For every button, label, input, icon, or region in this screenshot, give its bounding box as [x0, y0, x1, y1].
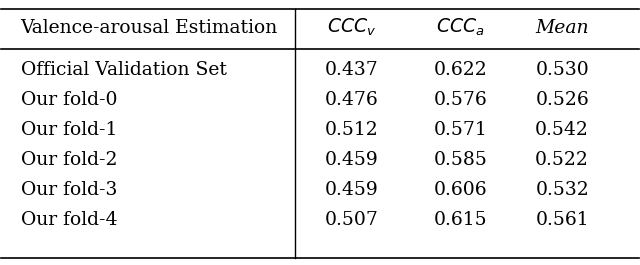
Text: Valence-arousal Estimation: Valence-arousal Estimation: [20, 19, 278, 37]
Text: 0.571: 0.571: [433, 121, 487, 139]
Text: 0.507: 0.507: [325, 211, 379, 229]
Text: 0.561: 0.561: [535, 211, 589, 229]
Text: Our fold-4: Our fold-4: [20, 211, 117, 229]
Text: 0.532: 0.532: [535, 181, 589, 199]
Text: 0.476: 0.476: [325, 91, 379, 109]
Text: $CCC_a$: $CCC_a$: [436, 17, 484, 38]
Text: Our fold-0: Our fold-0: [20, 91, 117, 109]
Text: Official Validation Set: Official Validation Set: [20, 61, 227, 78]
Text: 0.585: 0.585: [433, 151, 487, 169]
Text: 0.530: 0.530: [535, 61, 589, 78]
Text: Our fold-1: Our fold-1: [20, 121, 117, 139]
Text: Mean: Mean: [535, 19, 589, 37]
Text: 0.512: 0.512: [325, 121, 379, 139]
Text: 0.437: 0.437: [325, 61, 379, 78]
Text: 0.576: 0.576: [433, 91, 487, 109]
Text: 0.622: 0.622: [433, 61, 487, 78]
Text: $CCC_v$: $CCC_v$: [327, 17, 376, 38]
Text: 0.542: 0.542: [535, 121, 589, 139]
Text: 0.459: 0.459: [325, 181, 379, 199]
Text: 0.526: 0.526: [535, 91, 589, 109]
Text: 0.615: 0.615: [433, 211, 487, 229]
Text: 0.459: 0.459: [325, 151, 379, 169]
Text: 0.606: 0.606: [433, 181, 487, 199]
Text: Our fold-3: Our fold-3: [20, 181, 117, 199]
Text: Our fold-2: Our fold-2: [20, 151, 117, 169]
Text: 0.522: 0.522: [535, 151, 589, 169]
